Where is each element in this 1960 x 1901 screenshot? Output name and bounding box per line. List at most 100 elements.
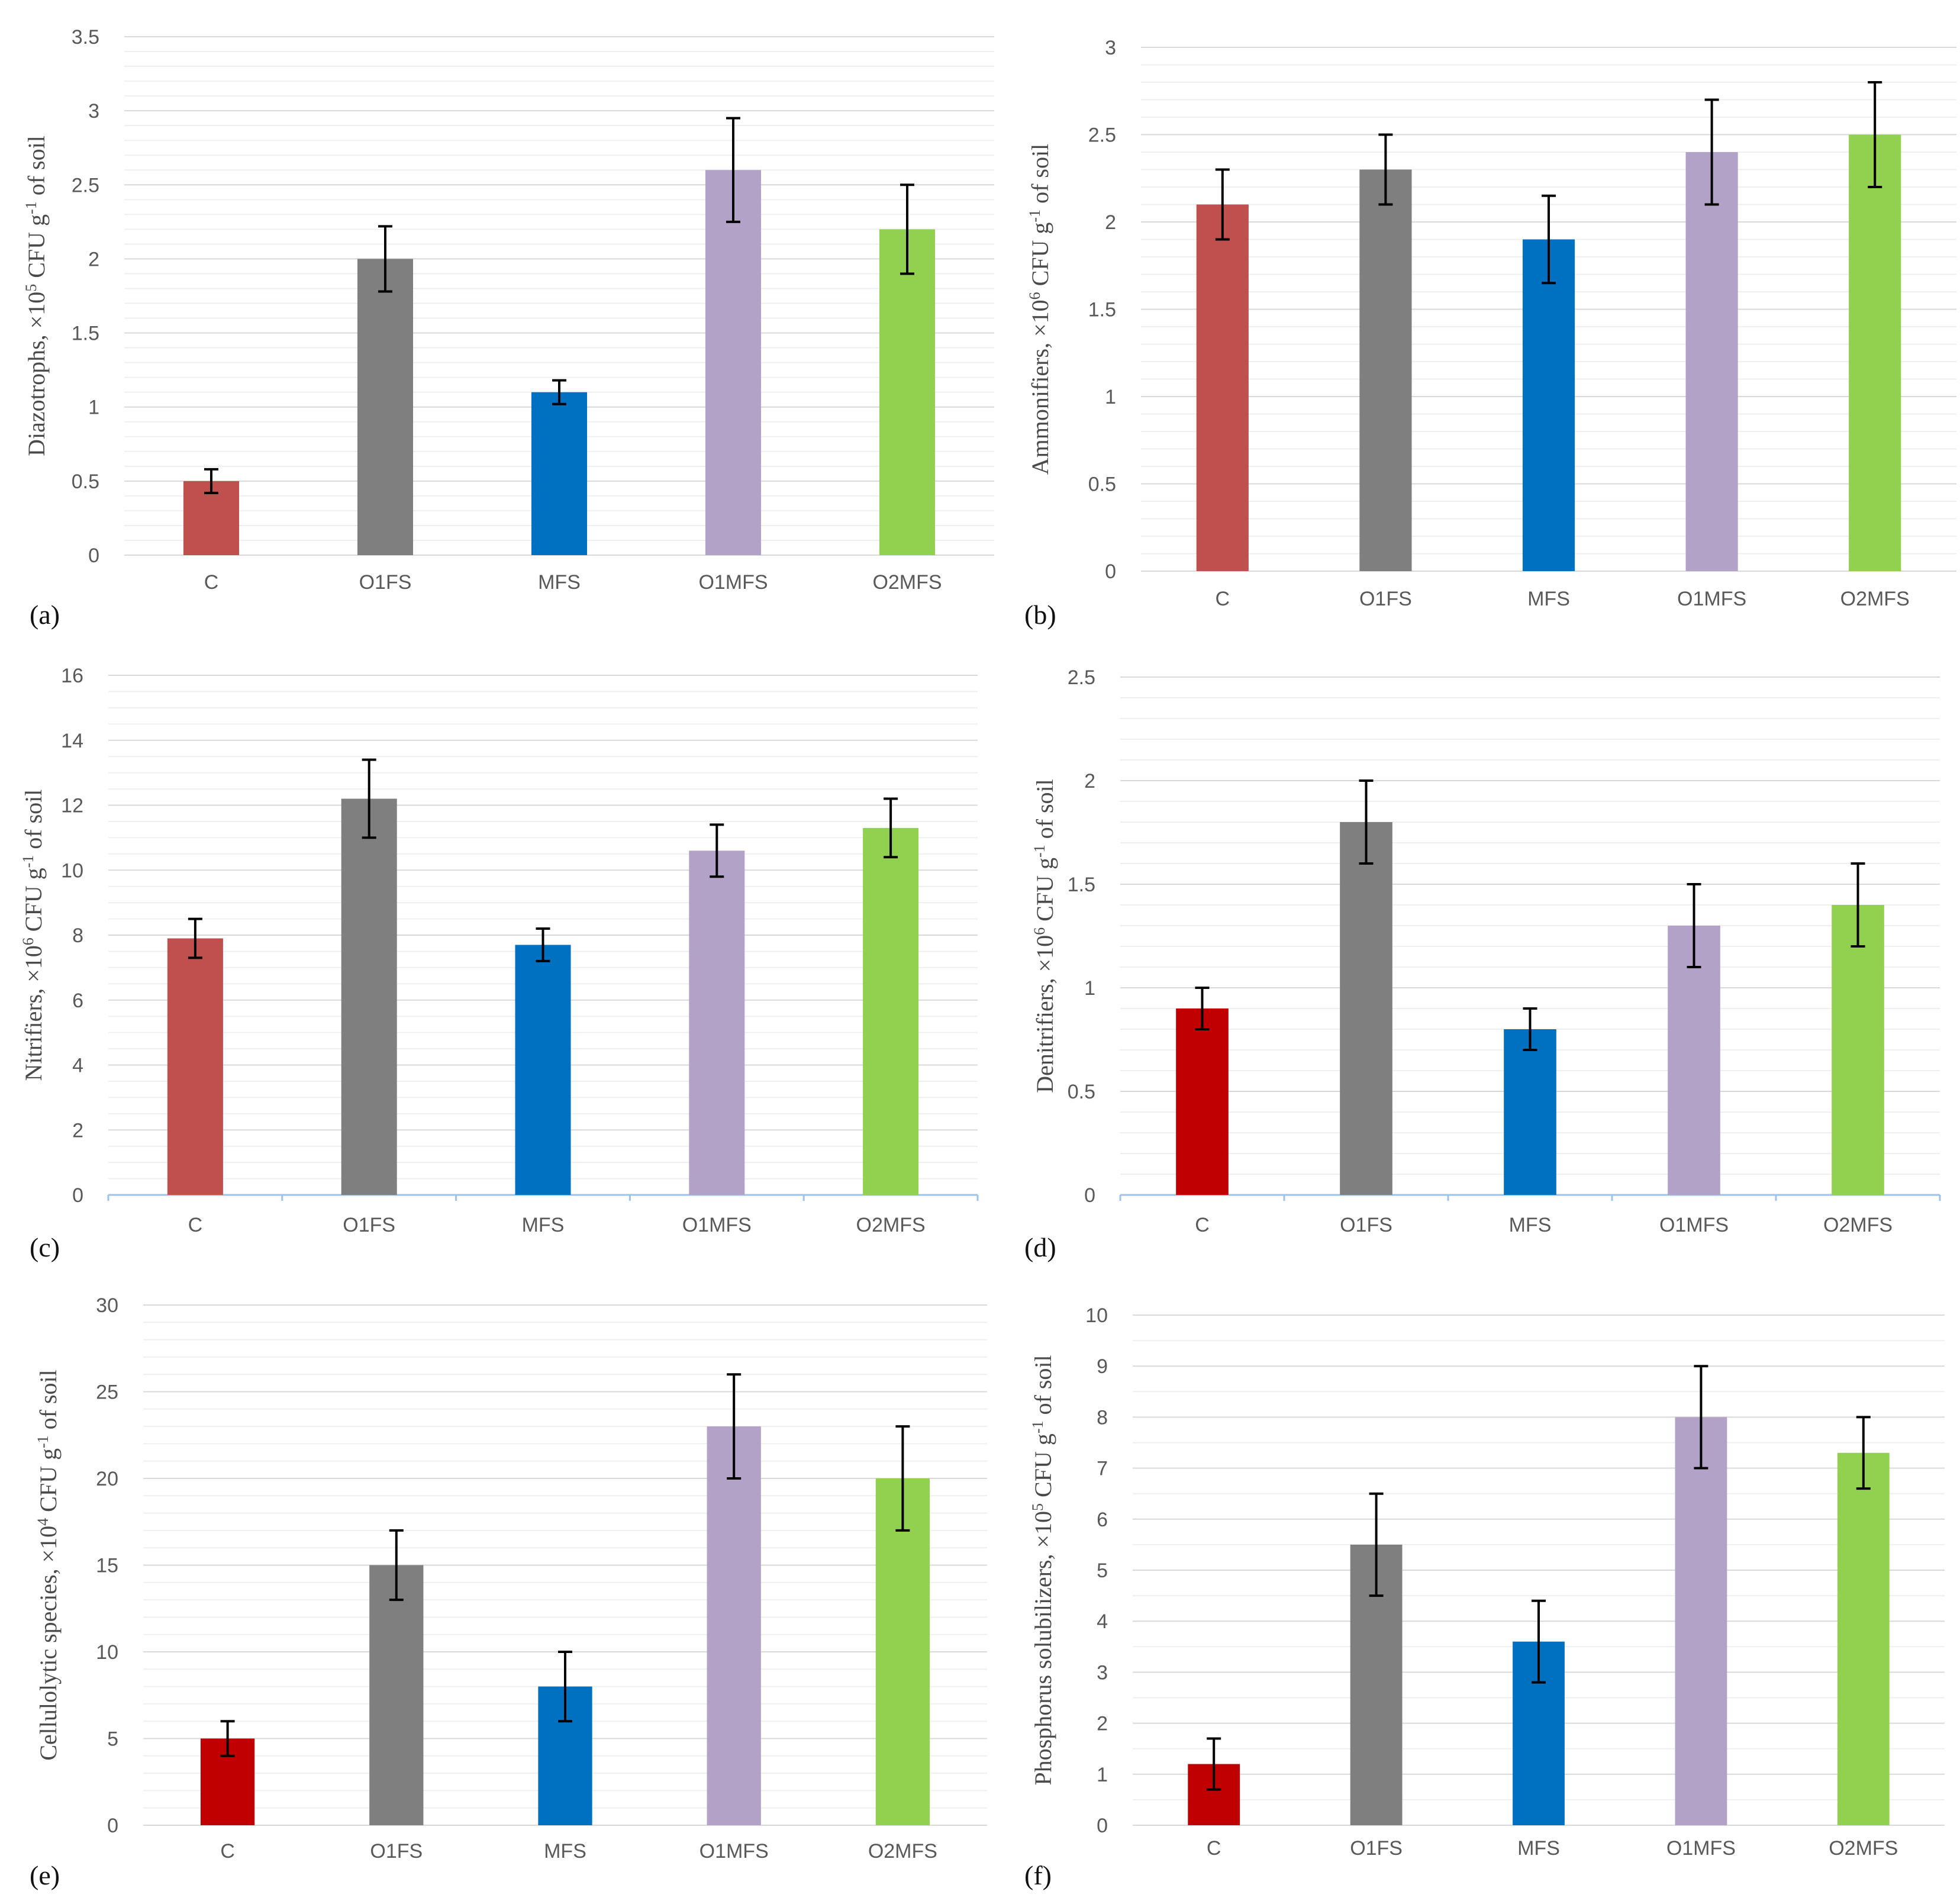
x-tick-label: O2MFS [1840, 588, 1910, 610]
error-bar [204, 468, 218, 494]
panel-label-b: (b) [1024, 600, 1056, 630]
y-tick-label: 1 [1097, 1764, 1108, 1786]
y-tick-label: 2.5 [1068, 666, 1095, 689]
x-tick-label: C [1207, 1837, 1221, 1860]
error-bar [900, 183, 914, 275]
error-bar [710, 823, 724, 878]
chart-panel-c: 0 2 4 6 8 10 12 14 16 C O1FS MFS O1MFS O2MFS Nitrifier… [0, 634, 980, 1268]
error-bar [1207, 1737, 1221, 1791]
error-bar [726, 117, 740, 223]
y-tick-label: 2 [1097, 1713, 1108, 1735]
y-tick-label: 6 [72, 990, 83, 1012]
y-tick-label: 0 [107, 1815, 118, 1837]
y-tick-label: 5 [107, 1728, 118, 1751]
x-tick-label: O1MFS [682, 1214, 752, 1236]
bar-o1mfs [707, 1426, 761, 1825]
y-tick-label: 3 [1105, 37, 1116, 59]
y-tick-label: 30 [96, 1294, 118, 1317]
y-tick-label: 1 [88, 397, 99, 419]
error-bar [727, 1373, 742, 1480]
chart-panel-a: 0 0.5 1 1.5 2 2.5 3 3.5 C O1FS MFS O1MFS O2MFS Diazot… [0, 0, 994, 634]
y-tick-label: 0 [72, 1184, 83, 1207]
bar-c [1176, 1009, 1229, 1195]
y-tick-label: 3.5 [72, 26, 99, 49]
error-bar [1523, 1007, 1537, 1051]
bar-o1mfs [1668, 926, 1720, 1195]
y-tick-label: 10 [1085, 1304, 1108, 1327]
bar-o2mfs [863, 827, 919, 1195]
y-tick-label: 1.5 [1068, 874, 1095, 896]
y-tick-label: 0.5 [1068, 1081, 1095, 1103]
chart-a-svg: 0 0.5 1 1.5 2 2.5 3 3.5 C O1FS MFS O1MFS O2MFS Diazot… [22, 26, 994, 594]
bar-o1mfs [705, 170, 762, 555]
y-tick-label: 2 [88, 248, 99, 270]
chart-c-svg: 0 2 4 6 8 10 12 14 16 C O1FS MFS O1MFS O2MFS Nitrifier… [20, 665, 979, 1236]
error-bar [552, 379, 566, 405]
bar-o2mfs [1832, 905, 1884, 1195]
chart-f-svg: 0 1 2 3 4 5 6 7 8 9 10 C O1FS MFS O1MFS O2MFS Phosphorus… [1029, 1304, 1945, 1860]
y-tick-label: 1 [1105, 386, 1116, 408]
gridlines [124, 36, 994, 556]
x-tick-label: O2MFS [1823, 1214, 1893, 1236]
y-tick-label: 0 [1084, 1184, 1095, 1207]
error-bar [220, 1720, 235, 1757]
bar-mfs [1522, 239, 1575, 571]
x-tick-label: O1FS [359, 571, 412, 594]
panel-label-a: (a) [30, 600, 60, 630]
y-tick-label: 0.5 [1088, 473, 1116, 496]
x-tick-label: O1FS [1359, 588, 1412, 610]
y-tick-label: 4 [72, 1055, 83, 1077]
panel-label-d: (d) [1024, 1232, 1056, 1262]
chart-d-svg: 0 0.5 1 1.5 2 2.5 C O1FS MFS O1MFS O2MFS Denitrifie… [1031, 666, 1941, 1236]
y-tick-label: 15 [96, 1555, 118, 1577]
y-tick-label: 10 [61, 859, 83, 882]
y-tick-label: 1.5 [1088, 299, 1116, 321]
error-bar [1542, 194, 1556, 285]
error-bar [1851, 862, 1865, 948]
bar-c [167, 938, 223, 1195]
error-bar [1868, 81, 1882, 188]
error-bar [1378, 133, 1393, 206]
chart-panel-b: 0 0.5 1 1.5 2 2.5 3 C O1FS MFS O1MFS O2MFS Ammonifie… [980, 0, 1960, 634]
y-tick-label: 8 [72, 924, 83, 947]
error-bar [1369, 1492, 1384, 1597]
y-tick-label: 9 [1097, 1355, 1108, 1378]
error-bar [389, 1529, 404, 1602]
x-tick-label: O1FS [370, 1840, 423, 1863]
y-tick-label: 20 [96, 1468, 118, 1490]
y-tick-label: 7 [1097, 1458, 1108, 1480]
error-bar [1195, 987, 1210, 1030]
chart-b-svg: 0 0.5 1 1.5 2 2.5 3 C O1FS MFS O1MFS O2MFS Ammonifie… [1026, 37, 1956, 610]
chart-panel-f: 0 1 2 3 4 5 6 7 8 9 10 C O1FS MFS O1MFS O2MFS Phosphorus… [980, 1268, 1960, 1901]
x-tick-label: O2MFS [856, 1214, 926, 1236]
x-tick-label: O2MFS [1829, 1837, 1898, 1860]
bar-o1fs [369, 1565, 424, 1825]
error-bar [895, 1425, 910, 1532]
y-tick-label: 12 [61, 795, 83, 817]
x-tick-label: MFS [522, 1214, 565, 1236]
error-bar [1359, 779, 1374, 865]
bar-o2mfs [879, 229, 936, 555]
y-tick-label: 8 [1097, 1406, 1108, 1429]
error-bar [1694, 1365, 1708, 1470]
panel-label-c: (c) [30, 1232, 60, 1262]
x-tick-label: MFS [544, 1840, 586, 1863]
x-tick-label: C [188, 1214, 203, 1236]
x-tick-label: O2MFS [872, 571, 942, 594]
error-bar [1215, 168, 1230, 241]
bar-mfs [515, 945, 571, 1195]
bar-o1fs [1359, 169, 1412, 571]
y-tick-label: 3 [1097, 1661, 1108, 1684]
y-tick-label: 0.5 [72, 471, 99, 493]
x-tick-label: C [1216, 588, 1230, 610]
y-tick-label: 5 [1097, 1560, 1108, 1582]
x-tick-label: O1FS [343, 1214, 395, 1236]
bar-o1fs [357, 259, 414, 555]
y-tick-label: 2.5 [72, 174, 99, 196]
x-tick-label: O1FS [1350, 1837, 1403, 1860]
y-tick-label: 16 [61, 665, 83, 687]
x-tick-label: MFS [1509, 1214, 1552, 1236]
bar-mfs [531, 392, 588, 555]
error-bar [558, 1651, 572, 1723]
x-tick-label: O1MFS [699, 1840, 769, 1863]
